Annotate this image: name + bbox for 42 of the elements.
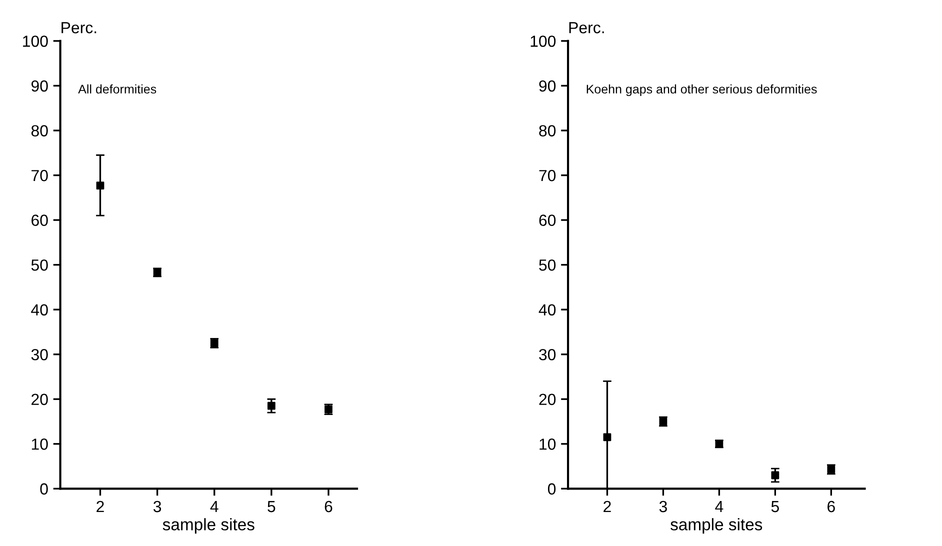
y-tick-label: 80 [539, 125, 556, 136]
y-tick-label: 50 [539, 259, 556, 271]
x-tick-label: 6 [324, 500, 332, 512]
y-tick-label: 90 [31, 80, 48, 92]
x-tick-label: 2 [604, 500, 611, 512]
x-tick-label: 3 [659, 500, 667, 512]
x-tick-label: 5 [771, 501, 779, 512]
x-axis-title: sample sites [162, 518, 254, 534]
annotation: Koehn gaps and other serious deformities [586, 84, 817, 96]
y-tick-label: 10 [540, 438, 556, 450]
x-tick-label: 3 [153, 500, 162, 512]
point [771, 471, 780, 480]
annotation: All deformities [78, 84, 156, 94]
y-tick-label: 100 [23, 36, 48, 47]
y-tick-label: 50 [31, 259, 48, 271]
y-axis-title: Perc. [569, 22, 604, 34]
y-tick-label: 70 [539, 170, 556, 182]
point [267, 402, 276, 410]
y-tick-label: 0 [548, 483, 556, 495]
y-tick-label: 80 [31, 125, 48, 136]
x-tick-label: 6 [828, 500, 835, 512]
y-tick-label: 70 [32, 170, 48, 182]
x-tick-label: 4 [715, 501, 724, 512]
y-tick-label: 20 [32, 394, 48, 406]
y-tick-label: 0 [40, 483, 48, 495]
x-tick-label: 2 [96, 500, 104, 512]
x-tick-label: 4 [210, 501, 218, 512]
point [96, 182, 104, 190]
y-tick-label: 60 [539, 214, 556, 226]
y-axis-title: Perc. [62, 22, 96, 34]
y-tick-label: 40 [31, 304, 48, 316]
y-tick-label: 100 [530, 36, 556, 47]
x-axis-title: sample sites [670, 518, 762, 534]
y-tick-label: 40 [538, 304, 556, 316]
y-tick-label: 30 [31, 348, 48, 360]
point [603, 433, 612, 442]
y-tick-label: 20 [539, 394, 556, 406]
y-tick-label: 60 [32, 214, 48, 226]
x-tick-label: 5 [268, 501, 276, 512]
y-tick-label: 30 [539, 348, 556, 360]
y-tick-label: 90 [539, 80, 556, 92]
y-tick-label: 10 [32, 438, 48, 450]
